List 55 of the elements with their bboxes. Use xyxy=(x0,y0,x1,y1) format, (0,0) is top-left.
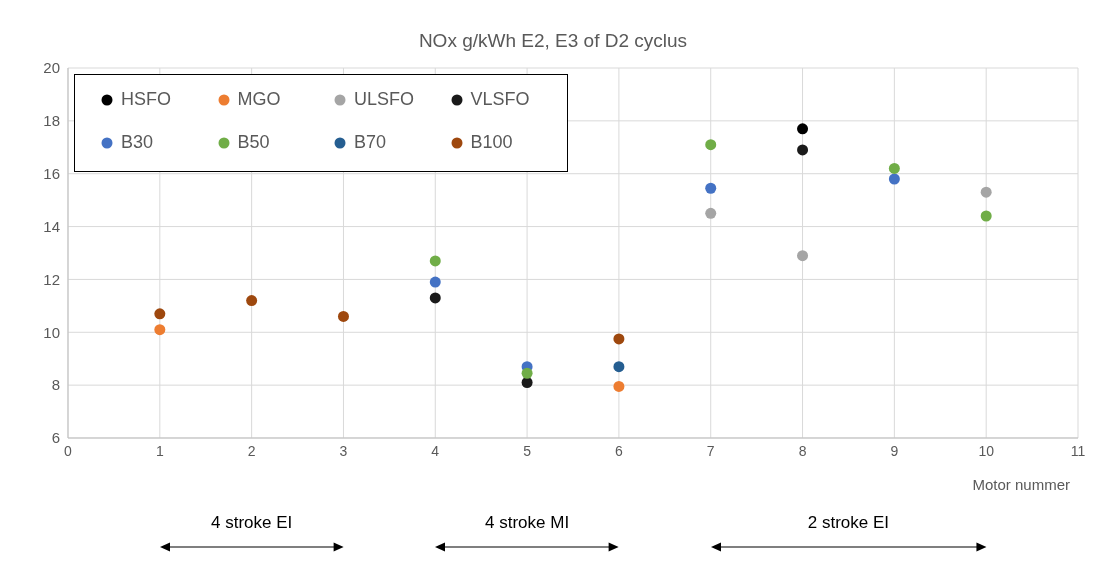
point xyxy=(705,207,717,219)
text: 4 stroke MI xyxy=(484,513,571,533)
x-axis-title: Motor nummer xyxy=(972,476,1070,493)
point xyxy=(521,377,533,388)
text: 4 stroke EI xyxy=(210,513,294,533)
point xyxy=(337,310,349,322)
point xyxy=(613,361,625,373)
x-tick-label: 4 xyxy=(431,442,440,459)
x-tick-label: 2 xyxy=(247,442,256,459)
y-tick-label: 16 xyxy=(43,165,60,183)
point xyxy=(521,367,533,379)
point xyxy=(705,182,717,194)
point xyxy=(154,324,166,336)
y-tick-label: 20 xyxy=(43,59,60,77)
legend-label: MGO xyxy=(237,89,281,110)
point xyxy=(246,295,258,307)
point xyxy=(154,308,166,320)
legend-label: B30 xyxy=(121,132,154,153)
x-tick-label: 7 xyxy=(706,442,715,459)
point xyxy=(797,123,809,135)
legend-label: VLSFO xyxy=(470,89,530,110)
x-tick-label: 8 xyxy=(798,442,807,459)
point xyxy=(980,186,992,198)
chart-title: NOx g/kWh E2, E3 of D2 cyclus xyxy=(417,30,689,52)
x-tick-label: 10 xyxy=(978,442,995,459)
point xyxy=(705,139,717,151)
point xyxy=(613,333,625,345)
legend-label: ULSFO xyxy=(354,89,415,110)
legend-label: HSFO xyxy=(121,89,172,110)
point xyxy=(980,210,992,222)
point xyxy=(888,162,900,174)
y-tick-label: 18 xyxy=(43,112,60,130)
x-tick-label: 5 xyxy=(523,442,532,459)
point xyxy=(797,144,809,156)
legend-label: B100 xyxy=(470,132,513,153)
y-tick-label: 10 xyxy=(43,323,60,341)
x-tick-label: 1 xyxy=(155,442,164,459)
point xyxy=(429,292,441,304)
x-tick-label: 11 xyxy=(1070,442,1086,459)
x-tick-label: 0 xyxy=(64,442,73,459)
x-tick-label: 9 xyxy=(890,442,899,459)
y-tick-label: 14 xyxy=(43,217,60,235)
x-tick-label: 3 xyxy=(339,442,348,459)
point xyxy=(888,173,900,185)
y-tick-label: 8 xyxy=(51,376,60,394)
point xyxy=(613,380,625,392)
point xyxy=(429,255,441,267)
text: 2 stroke EI xyxy=(806,513,891,533)
y-tick-label: 6 xyxy=(51,429,60,447)
x-tick-label: 6 xyxy=(615,442,624,459)
legend-label: B50 xyxy=(237,132,270,153)
legend-label: B70 xyxy=(354,132,387,153)
point xyxy=(429,276,441,288)
y-tick-label: 12 xyxy=(43,270,60,288)
point xyxy=(797,250,809,262)
